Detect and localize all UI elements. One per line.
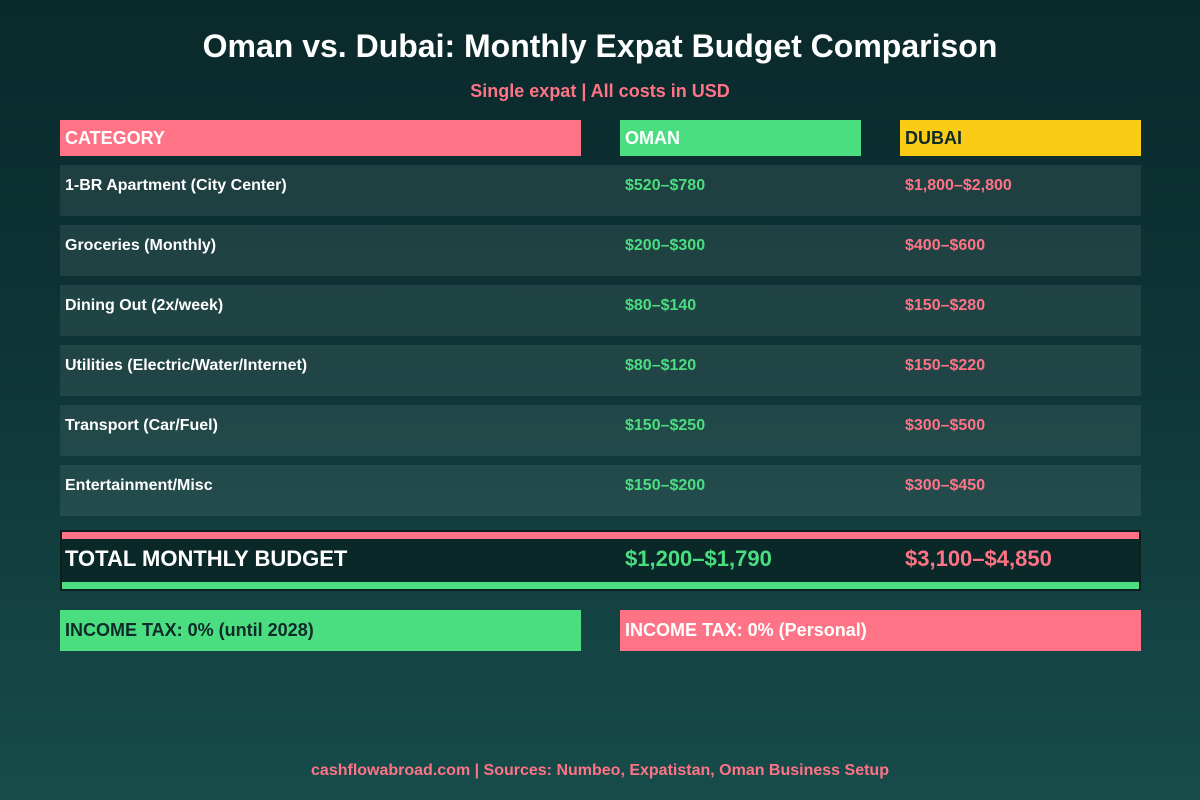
- tax-dubai: INCOME TAX: 0% (Personal): [620, 610, 1141, 651]
- table-row: Transport (Car/Fuel) $150–$250 $300–$500: [60, 405, 1141, 456]
- footer-source: cashflowabroad.com | Sources: Numbeo, Ex…: [311, 762, 889, 779]
- category-cell: Entertainment/Misc: [65, 477, 213, 494]
- dubai-cell: $400–$600: [905, 237, 986, 254]
- total-row: TOTAL MONTHLY BUDGET $1,200–$1,790 $3,10…: [60, 530, 1141, 591]
- header-category: CATEGORY: [60, 120, 581, 156]
- page-title: Oman vs. Dubai: Monthly Expat Budget Com…: [202, 28, 998, 64]
- category-cell: Groceries (Monthly): [65, 237, 217, 254]
- oman-cell: $80–$120: [625, 357, 697, 374]
- dubai-cell: $300–$450: [905, 477, 986, 494]
- oman-cell: $520–$780: [625, 177, 706, 194]
- table-row: Groceries (Monthly) $200–$300 $400–$600: [60, 225, 1141, 276]
- dubai-cell: $300–$500: [905, 417, 986, 434]
- tax-oman: INCOME TAX: 0% (until 2028): [60, 610, 581, 651]
- table-row: Utilities (Electric/Water/Internet) $80–$…: [60, 345, 1141, 396]
- oman-cell: $80–$140: [625, 297, 697, 314]
- dubai-cell: $1,800–$2,800: [905, 177, 1012, 194]
- total-label: TOTAL MONTHLY BUDGET: [65, 546, 348, 571]
- category-cell: Utilities (Electric/Water/Internet): [65, 357, 308, 374]
- total-bottom-strip: [62, 582, 1139, 589]
- header-dubai: DUBAI: [900, 120, 1141, 156]
- category-cell: 1-BR Apartment (City Center): [65, 177, 287, 194]
- oman-cell: $200–$300: [625, 237, 706, 254]
- dubai-cell: $150–$220: [905, 357, 986, 374]
- total-oman: $1,200–$1,790: [625, 546, 772, 571]
- table-row: 1-BR Apartment (City Center) $520–$780 $1,…: [60, 165, 1141, 216]
- header-oman: OMAN: [620, 120, 861, 156]
- oman-cell: $150–$250: [625, 417, 706, 434]
- table-row: Dining Out (2x/week) $80–$140 $150–$280: [60, 285, 1141, 336]
- table-row: Entertainment/Misc $150–$200 $300–$450: [60, 465, 1141, 516]
- total-top-strip: [62, 532, 1139, 539]
- subtitle: Single expat | All costs in USD: [470, 81, 730, 101]
- oman-cell: $150–$200: [625, 477, 706, 494]
- category-cell: Transport (Car/Fuel): [65, 417, 218, 434]
- dubai-cell: $150–$280: [905, 297, 986, 314]
- category-cell: Dining Out (2x/week): [65, 297, 224, 314]
- total-dubai: $3,100–$4,850: [905, 546, 1052, 571]
